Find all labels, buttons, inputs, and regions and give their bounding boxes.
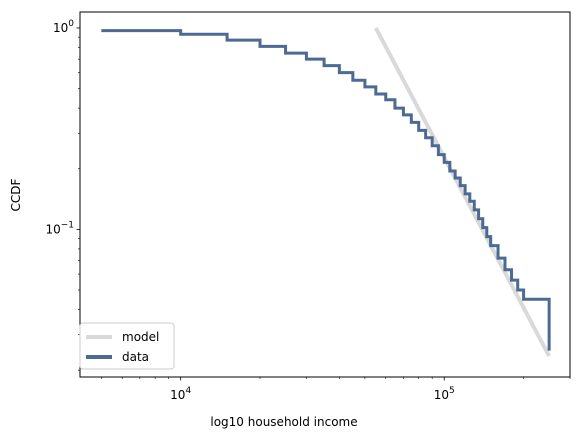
x-tick-label: 104: [170, 386, 191, 402]
x-tick-exponent: 4: [185, 386, 191, 396]
x-axis-ticks: 104 105: [101, 377, 571, 402]
plot-frame: [79, 11, 571, 378]
x-axis-label: log10 household income: [210, 415, 357, 429]
y-tick-base: 10: [53, 21, 68, 35]
y-tick-base: 10: [45, 222, 60, 236]
series-layer: [101, 27, 551, 358]
y-tick-label: 100: [53, 19, 74, 35]
y-tick-exponent: −1: [61, 220, 74, 230]
legend-label-model: model: [122, 330, 159, 344]
x-tick-exponent: 5: [449, 386, 455, 396]
series-line-data: [101, 29, 551, 351]
x-tick-label: 105: [434, 386, 455, 402]
series-line-model: [374, 27, 551, 358]
legend: model data: [79, 322, 175, 370]
legend-label-data: data: [122, 350, 149, 364]
x-tick-base: 10: [170, 388, 185, 402]
y-tick-label: 10−1: [45, 220, 74, 236]
x-tick-base: 10: [434, 388, 449, 402]
y-tick-exponent: 0: [68, 19, 74, 29]
y-axis-label: CCDF: [9, 178, 23, 211]
